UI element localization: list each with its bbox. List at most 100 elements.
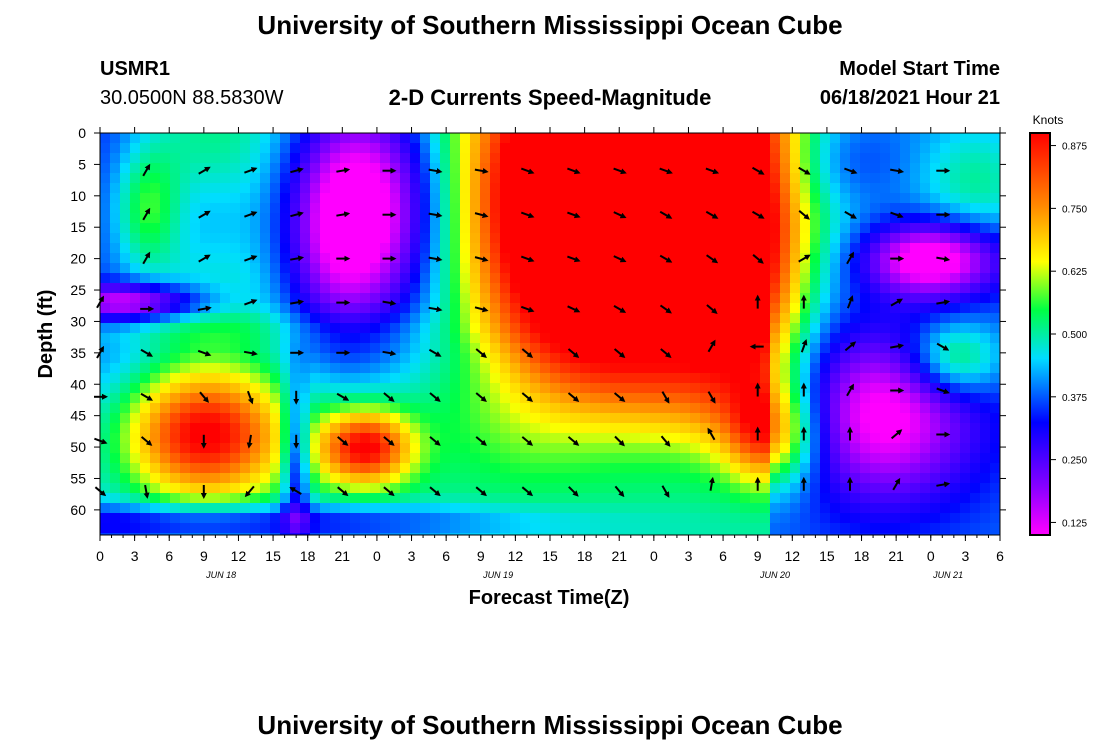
heatmap-cell <box>730 223 741 234</box>
heatmap-cell <box>910 513 921 524</box>
heatmap-cell <box>970 323 981 334</box>
heatmap-cell <box>720 203 731 214</box>
heatmap-cell <box>430 313 441 324</box>
heatmap-cell <box>130 133 141 144</box>
heatmap-cell <box>290 173 301 184</box>
heatmap-cell <box>190 463 201 474</box>
heatmap-cell <box>330 203 341 214</box>
heatmap-cell <box>410 273 421 284</box>
heatmap-cell <box>250 133 261 144</box>
heatmap-cell <box>880 443 891 454</box>
heatmap-cell <box>650 513 661 524</box>
heatmap-cell <box>440 283 451 294</box>
footer-title: University of Southern Mississippi Ocean… <box>257 710 843 740</box>
x-tick-label: 0 <box>373 548 381 564</box>
heatmap-cell <box>110 423 121 434</box>
heatmap-cell <box>820 353 831 364</box>
heatmap-cell <box>180 463 191 474</box>
heatmap-cell <box>490 253 501 264</box>
current-vector <box>705 167 720 175</box>
heatmap-cell <box>430 403 441 414</box>
heatmap-cell <box>640 163 651 174</box>
heatmap-cell <box>570 473 581 484</box>
heatmap-cell <box>810 333 821 344</box>
heatmap-cell <box>490 303 501 314</box>
heatmap-cell <box>860 303 871 314</box>
heatmap-cell <box>600 153 611 164</box>
heatmap-cell <box>930 453 941 464</box>
heatmap-cell <box>770 183 781 194</box>
heatmap-cell <box>780 383 791 394</box>
heatmap-cell <box>800 173 811 184</box>
heatmap-cell <box>790 443 801 454</box>
heatmap-cell <box>780 233 791 244</box>
heatmap-cell <box>700 283 711 294</box>
heatmap-cell <box>840 303 851 314</box>
heatmap-cell <box>260 223 271 234</box>
heatmap-cell <box>270 283 281 294</box>
heatmap-cell <box>980 413 991 424</box>
heatmap-cell <box>960 213 971 224</box>
heatmap-cell <box>150 393 161 404</box>
heatmap-cell <box>640 253 651 264</box>
heatmap-cell <box>900 493 911 504</box>
heatmap-cell <box>790 453 801 464</box>
x-tick-label: 6 <box>165 548 173 564</box>
heatmap-cell <box>460 533 471 536</box>
heatmap-cell <box>280 293 291 304</box>
heatmap-cell <box>110 323 121 334</box>
heatmap-cell <box>120 143 131 154</box>
heatmap-cell <box>510 173 521 184</box>
heatmap-cell <box>690 443 701 454</box>
heatmap-cell <box>640 383 651 394</box>
heatmap-cell <box>180 183 191 194</box>
heatmap-cell <box>520 223 531 234</box>
heatmap-cell <box>550 513 561 524</box>
heatmap-cell <box>810 233 821 244</box>
heatmap-cell <box>920 523 931 534</box>
heatmap-cell <box>590 203 601 214</box>
heatmap-cell <box>340 463 351 474</box>
heatmap-cell <box>640 233 651 244</box>
heatmap-cell <box>150 133 161 144</box>
heatmap-cell <box>860 493 871 504</box>
heatmap-cell <box>630 433 641 444</box>
heatmap-cell <box>890 153 901 164</box>
heatmap-cell <box>690 503 701 514</box>
heatmap-cell <box>820 403 831 414</box>
heatmap-cell <box>230 503 241 514</box>
heatmap-cell <box>320 193 331 204</box>
heatmap-cell <box>280 313 291 324</box>
heatmap-cell <box>250 243 261 254</box>
heatmap-cell <box>290 323 301 334</box>
heatmap-cell <box>900 423 911 434</box>
heatmap-cell <box>420 483 431 494</box>
heatmap-cell <box>540 403 551 414</box>
heatmap-cell <box>790 413 801 424</box>
heatmap-cell <box>870 493 881 504</box>
heatmap-cell <box>830 423 841 434</box>
heatmap-cell <box>330 133 341 144</box>
heatmap-cell <box>520 423 531 434</box>
heatmap-cell <box>150 443 161 454</box>
heatmap-cell <box>240 153 251 164</box>
heatmap-cell <box>550 303 561 314</box>
heatmap-cell <box>280 363 291 374</box>
heatmap-cell <box>390 523 401 534</box>
heatmap-cell <box>890 433 901 444</box>
heatmap-cell <box>450 393 461 404</box>
heatmap-cell <box>320 253 331 264</box>
heatmap-cell <box>160 523 171 534</box>
heatmap-cell <box>200 323 211 334</box>
heatmap-cell <box>620 483 631 494</box>
heatmap-cell <box>120 363 131 374</box>
heatmap-cell <box>260 533 271 536</box>
heatmap-cell <box>730 153 741 164</box>
heatmap-cell <box>710 493 721 504</box>
heatmap-cell <box>870 273 881 284</box>
heatmap-cell <box>530 223 541 234</box>
heatmap-cell <box>550 273 561 284</box>
heatmap-cell <box>520 293 531 304</box>
heatmap-cell <box>410 393 421 404</box>
